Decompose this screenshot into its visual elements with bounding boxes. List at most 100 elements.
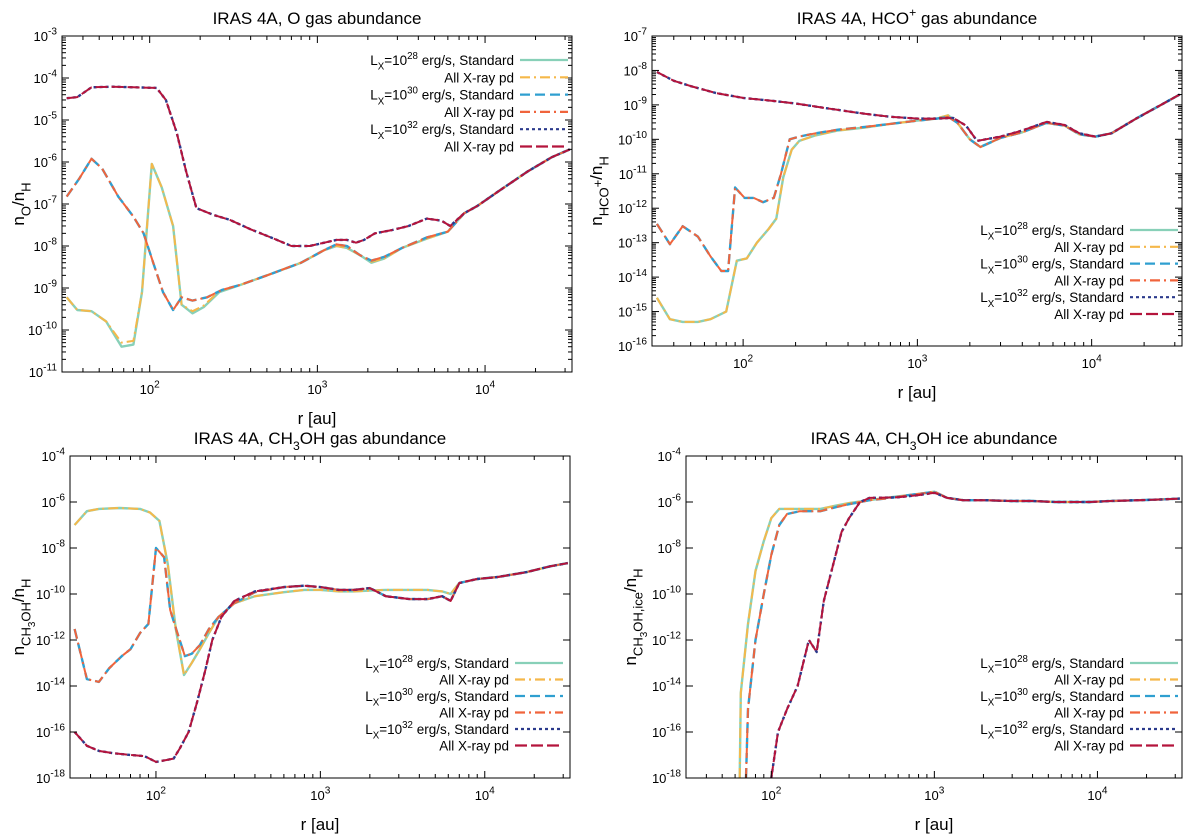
y-tick-label: 10-10 [618, 130, 647, 147]
x-axis-label: r [au] [915, 815, 954, 834]
legend-label: LX=1032 erg/s, Standard [980, 288, 1124, 310]
series-line-2 [73, 507, 568, 676]
legend-label: LX=1032 erg/s, Standard [365, 720, 509, 742]
legend-label: LX=1030 erg/s, Standard [365, 687, 509, 709]
chart-title: IRAS 4A, CH3OH gas abundance [194, 429, 446, 453]
x-tick-label: 104 [1087, 786, 1107, 803]
y-tick-label: 10-9 [34, 279, 58, 296]
y-axis-label: nCH3OH,ice/nH [621, 568, 650, 665]
x-tick-label: 102 [140, 380, 160, 397]
series-line-2 [656, 93, 1181, 323]
y-tick-label: 10-6 [42, 493, 66, 510]
y-tick-label: 10-14 [36, 677, 65, 694]
legend-label: All X-ray pd [439, 739, 509, 754]
y-tick-label: 10-11 [29, 363, 58, 380]
legend-label: All X-ray pd [1054, 273, 1124, 288]
legend-label: All X-ray pd [1054, 307, 1124, 322]
chart-panel-1: IRAS 4A, O gas abundance 102 103 104 10-11 10… [9, 9, 573, 428]
y-tick-label: 10-18 [36, 769, 65, 786]
y-tick-label: 10-9 [624, 96, 648, 113]
y-tick-label: 10-7 [624, 27, 648, 44]
chart-title: IRAS 4A, HCO+ gas abundance [797, 5, 1038, 28]
legend-label: All X-ray pd [444, 105, 514, 120]
y-tick-label: 10-16 [36, 723, 65, 740]
legend-label: LX=1030 erg/s, Standard [980, 687, 1124, 709]
y-tick-label: 10-10 [36, 585, 65, 602]
x-tick-label: 103 [924, 786, 944, 803]
y-tick-label: 10-12 [36, 631, 65, 648]
x-tick-label: 103 [310, 786, 330, 803]
x-tick-label: 102 [146, 786, 166, 803]
series-line-5 [656, 70, 1181, 143]
legend-label: LX=1030 erg/s, Standard [980, 255, 1124, 277]
y-tick-label: 10-10 [28, 321, 57, 338]
legend-label: All X-ray pd [439, 706, 509, 721]
legend-label: All X-ray pd [1054, 739, 1124, 754]
chart-title: IRAS 4A, O gas abundance [213, 9, 422, 28]
legend-label: All X-ray pd [1054, 673, 1124, 688]
series-line-5 [73, 561, 569, 764]
y-tick-label: 10-14 [618, 268, 647, 285]
series-line-5 [770, 491, 1180, 778]
legend-label: All X-ray pd [444, 140, 514, 155]
legend-label: LX=1028 erg/s, Standard [365, 654, 509, 676]
y-axis-label: nCH3OH/nH [9, 579, 38, 656]
x-tick-label: 102 [733, 354, 753, 371]
series-line-2 [65, 148, 571, 344]
y-tick-label: 10-8 [42, 539, 66, 556]
y-tick-label: 10-4 [658, 447, 682, 464]
series-line-1 [65, 148, 571, 348]
y-tick-label: 10-16 [652, 723, 681, 740]
y-tick-label: 10-12 [652, 631, 681, 648]
y-tick-label: 10-5 [34, 111, 58, 128]
legend-label: LX=1032 erg/s, Standard [980, 720, 1124, 742]
legend-label: All X-ray pd [1054, 706, 1124, 721]
chart-panel-3: IRAS 4A, CH3OH gas abundance 102 103 104 10-… [9, 429, 571, 834]
series-line-6 [656, 71, 1181, 142]
x-tick-label: 103 [307, 380, 327, 397]
chart-panel-4: IRAS 4A, CH3OH ice abundance 102 103 104 10-… [621, 429, 1183, 834]
x-tick-label: 103 [907, 354, 927, 371]
legend-label: LX=1032 erg/s, Standard [370, 120, 514, 142]
legend-label: All X-ray pd [439, 673, 509, 688]
series-line-6 [66, 85, 571, 247]
x-axis-label: r [au] [301, 815, 340, 834]
y-tick-label: 10-14 [652, 677, 681, 694]
series-line-6 [73, 562, 568, 763]
y-tick-label: 10-16 [618, 337, 647, 354]
x-axis-label: r [au] [298, 409, 337, 428]
x-tick-label: 104 [475, 786, 495, 803]
legend-label: All X-ray pd [444, 70, 514, 85]
y-axis-label: nO/nH [9, 182, 33, 225]
y-axis-label: nHCO+/nH [587, 156, 611, 226]
x-tick-label: 102 [761, 786, 781, 803]
y-tick-label: 10-10 [652, 585, 681, 602]
x-tick-label: 104 [475, 380, 495, 397]
y-tick-label: 10-6 [658, 493, 682, 510]
x-tick-label: 104 [1082, 354, 1102, 371]
y-tick-label: 10-8 [658, 539, 682, 556]
y-tick-label: 10-18 [652, 769, 681, 786]
y-tick-label: 10-15 [618, 302, 647, 319]
y-tick-label: 10-4 [42, 447, 66, 464]
series-line-1 [73, 506, 569, 677]
y-tick-label: 10-4 [34, 69, 58, 86]
legend-label: LX=1028 erg/s, Standard [370, 51, 514, 73]
series-line-4 [73, 547, 568, 683]
legend-label: LX=1028 erg/s, Standard [980, 654, 1124, 676]
legend-label: LX=1030 erg/s, Standard [370, 86, 514, 108]
y-tick-label: 10-13 [618, 233, 647, 250]
y-tick-label: 10-11 [619, 164, 648, 181]
series-line-6 [770, 491, 1180, 778]
chart-panel-2: IRAS 4A, HCO+ gas abundance 102 103 104 10-1… [587, 5, 1183, 402]
y-tick-label: 10-12 [618, 199, 647, 216]
chart-title: IRAS 4A, CH3OH ice abundance [811, 429, 1058, 453]
y-tick-label: 10-8 [34, 237, 58, 254]
legend-label: LX=1028 erg/s, Standard [980, 221, 1124, 243]
y-tick-label: 10-8 [624, 61, 648, 78]
legend-label: All X-ray pd [1054, 240, 1124, 255]
y-tick-label: 10-3 [34, 27, 58, 44]
y-tick-label: 10-7 [34, 195, 58, 212]
y-tick-label: 10-6 [34, 153, 58, 170]
